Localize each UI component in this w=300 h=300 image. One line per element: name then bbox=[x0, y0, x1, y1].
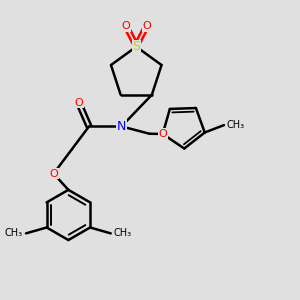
Text: N: N bbox=[117, 120, 126, 133]
Text: O: O bbox=[122, 21, 130, 31]
Text: S: S bbox=[132, 40, 140, 53]
Text: O: O bbox=[158, 129, 167, 139]
Text: O: O bbox=[49, 169, 58, 178]
Text: CH₃: CH₃ bbox=[114, 228, 132, 239]
Text: CH₃: CH₃ bbox=[5, 228, 23, 239]
Text: CH₃: CH₃ bbox=[227, 120, 245, 130]
Text: O: O bbox=[74, 98, 83, 108]
Text: O: O bbox=[142, 21, 151, 31]
